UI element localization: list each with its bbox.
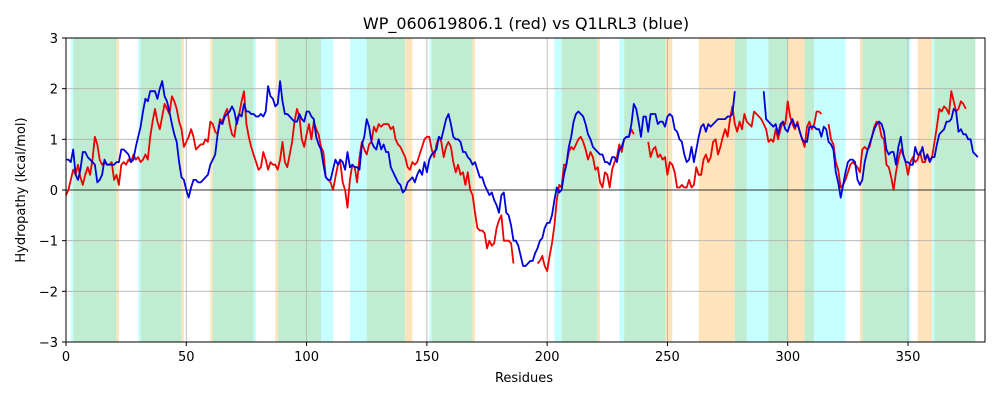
- x-tick-label: 100: [294, 350, 319, 365]
- x-tick-label: 200: [535, 350, 560, 365]
- y-tick-label: 2: [50, 83, 58, 98]
- grid-lines: [65, 37, 985, 343]
- x-tick-label: 0: [62, 350, 70, 365]
- x-axis-label: Residues: [495, 371, 553, 386]
- y-tick-label: −3: [39, 336, 58, 351]
- series-lines: [65, 80, 979, 272]
- series-line-red: [647, 100, 823, 189]
- x-tick-label: 300: [775, 350, 800, 365]
- series-line-blue: [762, 91, 979, 199]
- axes: 0 50 100 150 200 250 300 350 −3 −2 −1 0 1 2 3: [39, 32, 986, 365]
- series-line-blue: [66, 80, 736, 267]
- y-tick-label: 0: [50, 184, 58, 199]
- y-axis-label: Hydropathy (kcal/mol): [14, 117, 29, 262]
- x-tick-label: 350: [896, 350, 921, 365]
- y-tick-label: 3: [50, 32, 58, 47]
- x-tick-label: 50: [178, 350, 195, 365]
- series-line-red: [536, 128, 635, 272]
- y-tick-label: −1: [39, 235, 58, 250]
- chart-title: WP_060619806.1 (red) vs Q1LRL3 (blue): [363, 14, 689, 34]
- x-tick-label: 150: [414, 350, 439, 365]
- x-tick-label: 250: [655, 350, 680, 365]
- series-line-red: [827, 90, 967, 191]
- y-tick-label: −2: [39, 285, 58, 300]
- y-tick-label: 1: [50, 133, 58, 148]
